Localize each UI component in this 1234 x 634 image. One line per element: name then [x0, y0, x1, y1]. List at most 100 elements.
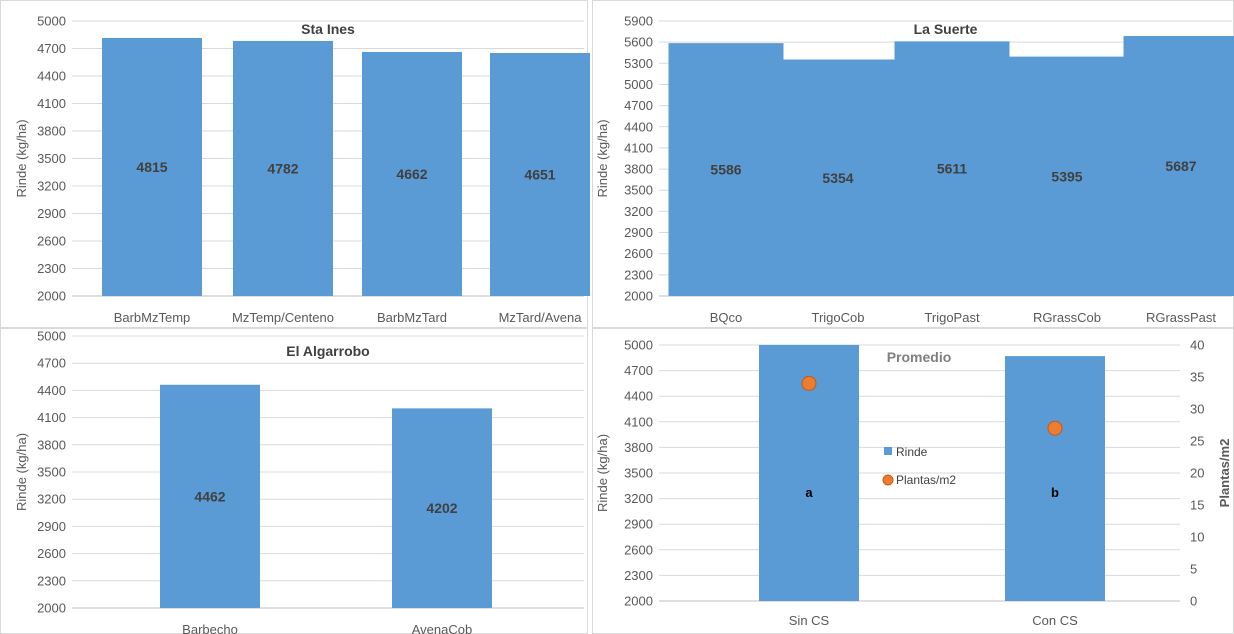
data-label: 4651: [524, 166, 555, 182]
bar: [1005, 356, 1105, 601]
y-tick-label: 5600: [624, 35, 653, 50]
significance-label: a: [805, 485, 813, 500]
y-tick-label: 3200: [37, 179, 66, 194]
bar: [1123, 36, 1234, 297]
bar: [894, 41, 1010, 296]
y-tick-label: 2600: [624, 246, 653, 261]
y-tick-label: 4400: [37, 69, 66, 84]
y-tick-label: 2900: [624, 517, 653, 532]
plantas-point: [801, 375, 817, 391]
y-tick-label: 2600: [37, 546, 66, 561]
y-tick-label: 2300: [37, 573, 66, 588]
bar: [668, 43, 784, 297]
y-tick-label: 2300: [624, 267, 653, 282]
y-tick-label: 4700: [37, 41, 66, 56]
data-label: 4462: [194, 488, 225, 504]
y-tick-label: 2900: [37, 206, 66, 221]
y-axis-title: Rinde (kg/ha): [595, 119, 610, 197]
x-tick-label: TrigoCob: [812, 310, 865, 325]
data-label: 5611: [937, 161, 968, 177]
legend-swatch-rinde: [884, 447, 892, 455]
y2-tick-label: 25: [1190, 434, 1204, 449]
y-tick-label: 3500: [624, 183, 653, 198]
chart-2: 2000 2300 2600 2900 3200 3500 3800 4100 4400 4700…: [595, 14, 1234, 325]
y-tick-label: 4400: [624, 119, 653, 134]
y-axis-title: Rinde (kg/ha): [14, 433, 29, 511]
y-tick-label: 2000: [37, 289, 66, 304]
bar: [490, 52, 590, 296]
bar: [233, 40, 333, 296]
data-label: 5687: [1165, 158, 1196, 174]
y-tick-label: 4100: [37, 96, 66, 111]
legend-label-rinde: Rinde: [896, 445, 928, 459]
chart-frame: [0, 328, 588, 634]
x-tick-label: Barbecho: [182, 622, 238, 634]
y2-tick-label: 0: [1190, 594, 1197, 609]
y-tick-label: 3200: [37, 492, 66, 507]
y2-tick-label: 30: [1190, 402, 1204, 417]
x-tick-label: AvenaCob: [412, 622, 472, 634]
x-tick-label: TrigoPast: [924, 310, 980, 325]
y2-tick-label: 35: [1190, 370, 1204, 385]
x-tick-label: Con CS: [1032, 613, 1078, 628]
chart-title: El Algarrobo: [286, 343, 370, 359]
y-tick-label: 2600: [37, 234, 66, 249]
y-tick-label: 5300: [624, 56, 653, 71]
legend: Rinde Plantas/m2: [882, 445, 956, 487]
y-tick-label: 2900: [624, 225, 653, 240]
bar: [780, 59, 896, 296]
x-tick-label: BQco: [710, 310, 743, 325]
y-tick-label: 4400: [37, 383, 66, 398]
y-tick-label: 2600: [624, 542, 653, 557]
y-axis-title: Rinde (kg/ha): [595, 434, 610, 512]
y-tick-label: 5000: [37, 14, 66, 29]
y2-tick-label: 15: [1190, 498, 1204, 513]
y-tick-label: 2000: [624, 289, 653, 304]
y-tick-label: 2900: [37, 519, 66, 534]
data-label: 5586: [710, 162, 741, 178]
y-tick-label: 4700: [624, 363, 653, 378]
bar: [160, 384, 260, 608]
y-axis-title: Rinde (kg/ha): [14, 119, 29, 197]
y-tick-label: 3200: [624, 204, 653, 219]
y2-tick-label: 40: [1190, 338, 1204, 353]
chart-title: Promedio: [887, 349, 952, 365]
y-tick-label: 3800: [37, 124, 66, 139]
y-tick-label: 3200: [624, 491, 653, 506]
x-tick-label: RGrassPast: [1146, 310, 1216, 325]
data-label: 4202: [426, 500, 457, 516]
x-tick-label: MzTard/Avena: [499, 310, 583, 325]
chart-4: 2000 2300 2600 2900 3200 3500 3800 4100 4400 4700…: [595, 338, 1232, 629]
y2-tick-label: 20: [1190, 466, 1204, 481]
bar: [362, 51, 462, 296]
y-tick-label: 4400: [624, 389, 653, 404]
plantas-point: [1047, 420, 1063, 436]
y-tick-label: 5000: [624, 77, 653, 92]
y-tick-label: 4700: [624, 98, 653, 113]
bar: [1009, 56, 1125, 296]
data-label: 4662: [396, 166, 427, 182]
y-tick-label: 4100: [624, 414, 653, 429]
x-tick-label: BarbMzTard: [377, 310, 447, 325]
y2-tick-label: 10: [1190, 530, 1204, 545]
bar: [102, 37, 202, 296]
y-tick-label: 3800: [37, 437, 66, 452]
y-tick-label: 3800: [624, 162, 653, 177]
y-tick-label: 5000: [37, 329, 66, 344]
data-label: 4815: [136, 159, 167, 175]
y-tick-label: 3800: [624, 440, 653, 455]
y-tick-label: 3500: [37, 465, 66, 480]
data-label: 5395: [1051, 168, 1082, 184]
chart-title: La Suerte: [914, 21, 978, 37]
y-tick-label: 2000: [624, 594, 653, 609]
x-tick-label: Sin CS: [789, 613, 830, 628]
significance-label: b: [1051, 485, 1059, 500]
y-tick-label: 2300: [37, 261, 66, 276]
x-tick-label: MzTemp/Centeno: [232, 310, 334, 325]
chart-title: Sta Ines: [301, 21, 355, 37]
y-tick-label: 4700: [37, 356, 66, 371]
y-tick-label: 5900: [624, 14, 653, 29]
data-label: 5354: [822, 170, 853, 186]
chart-3: 2000 2300 2600 2900 3200 3500 3800 4100 4400 4700…: [14, 329, 584, 634]
legend-swatch-plantas: [882, 474, 894, 486]
